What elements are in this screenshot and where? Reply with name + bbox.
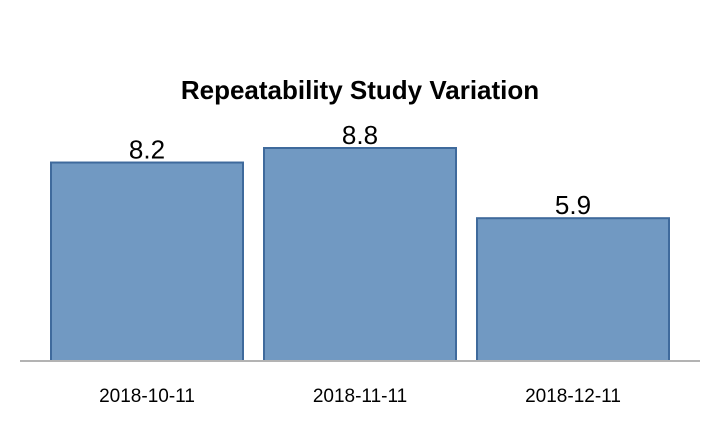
bar-2018-11-11 [263,147,457,362]
x-tick-labels-group: 2018-10-11 2018-11-11 2018-12-11 [99,386,621,407]
x-tick-label-2018-10-11: 2018-10-11 [99,386,195,407]
x-tick-label-2018-12-11: 2018-12-11 [525,386,621,407]
data-labels-group: 8.2 8.8 5.9 [129,120,591,220]
data-label-2018-11-11: 8.8 [342,120,378,150]
bar-2018-12-11 [476,217,670,362]
chart-title: Repeatability Study Variation [181,75,539,105]
data-label-2018-12-11: 5.9 [555,190,591,220]
data-label-2018-10-11: 8.2 [129,135,165,165]
x-tick-label-2018-11-11: 2018-11-11 [313,386,407,407]
bars-group [50,147,670,362]
bar-2018-10-11 [50,161,244,362]
